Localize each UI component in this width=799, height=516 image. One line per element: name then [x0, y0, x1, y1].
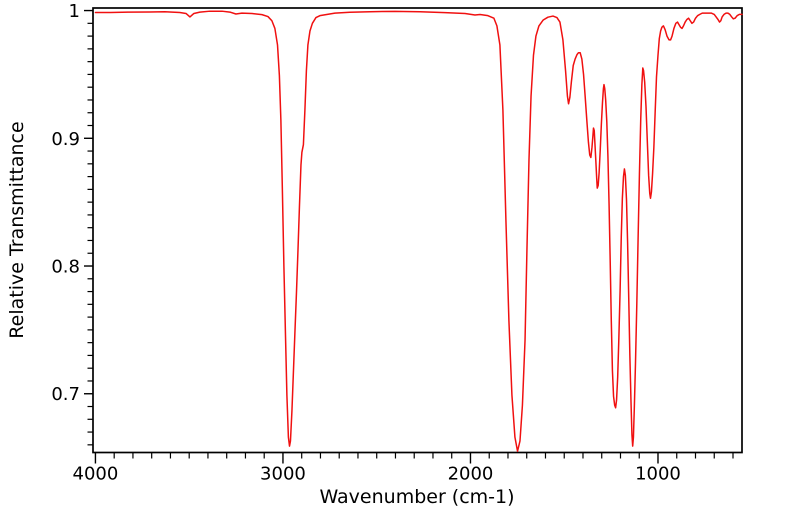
- x-tick-label: 4000: [73, 464, 119, 485]
- x-tick-label: 3000: [260, 464, 306, 485]
- y-tick-label: 0.9: [51, 129, 80, 150]
- plot-frame: [92, 7, 743, 454]
- y-tick-label: 0.8: [51, 257, 80, 278]
- y-tick-label: 1: [69, 1, 80, 22]
- y-tick-label: 0.7: [51, 384, 80, 405]
- x-tick-label: 1000: [635, 464, 681, 485]
- y-axis-label: Relative Transmittance: [6, 121, 28, 339]
- spectrum-line: [94, 10, 743, 452]
- x-tick-label: 2000: [448, 464, 494, 485]
- x-axis-label: Wavenumber (cm-1): [319, 486, 515, 508]
